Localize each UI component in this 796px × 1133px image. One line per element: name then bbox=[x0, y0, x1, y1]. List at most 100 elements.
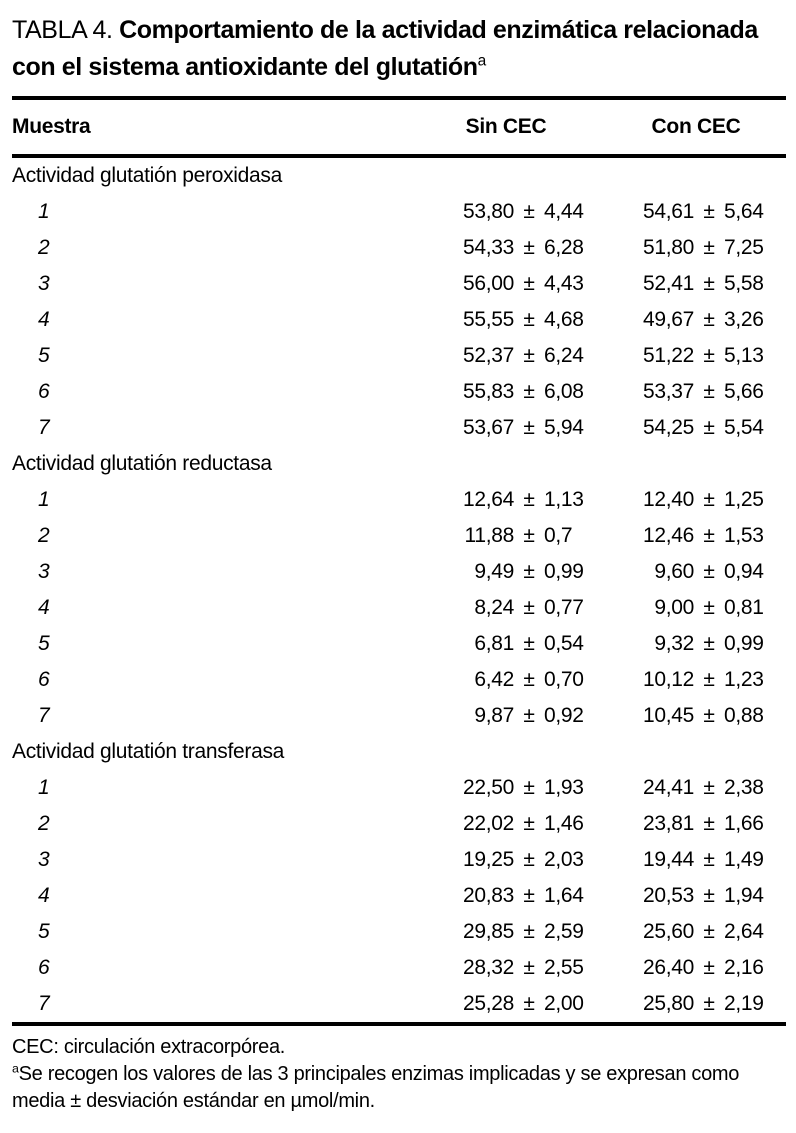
table-body: Actividad glutatión peroxidasa 1 53,80 ±4,4… bbox=[12, 158, 786, 1022]
sample-number: 1 bbox=[38, 200, 50, 223]
value-cell: 12,40 ±1,25 bbox=[606, 488, 786, 512]
value-part: 3,26 bbox=[724, 308, 764, 331]
value-part: ± bbox=[703, 704, 715, 727]
measurement-value: 12,64 ±1,13 bbox=[452, 488, 606, 512]
sample-number: 2 bbox=[38, 236, 50, 259]
sample-number: 5 bbox=[38, 920, 50, 943]
table-row: 5 52,37 ±6,24 51,22 ±5,13 bbox=[12, 338, 786, 374]
value-part: 54,25 bbox=[642, 416, 694, 439]
value-part: 6,08 bbox=[544, 380, 584, 403]
sample-number: 7 bbox=[38, 992, 50, 1015]
measurement-value: 29,85 ±2,59 bbox=[452, 920, 606, 944]
table-row: 2 54,33 ±6,28 51,80 ±7,25 bbox=[12, 230, 786, 266]
value-part: ± bbox=[523, 380, 535, 403]
value-part: 54,61 bbox=[642, 200, 694, 223]
table-row: 4 20,83 ±1,64 20,53 ±1,94 bbox=[12, 878, 786, 914]
value-part: ± bbox=[523, 704, 535, 727]
measurement-value: 53,67 ±5,94 bbox=[452, 416, 606, 440]
sample-number: 4 bbox=[38, 596, 50, 619]
value-part: ± bbox=[703, 272, 715, 295]
measurement-value: 25,60 ±2,64 bbox=[632, 920, 786, 944]
value-cell: 22,50 ±1,93 bbox=[406, 776, 606, 800]
value-cell: 24,41 ±2,38 bbox=[606, 776, 786, 800]
measurement-value: 6,42 ±0,70 bbox=[452, 668, 606, 692]
value-part: ± bbox=[703, 524, 715, 547]
table-row: 7 25,28 ±2,00 25,80 ±2,19 bbox=[12, 986, 786, 1022]
value-part: ± bbox=[703, 344, 715, 367]
table-row: 7 9,87 ±0,92 10,45 ±0,88 bbox=[12, 698, 786, 734]
measurement-value: 20,83 ±1,64 bbox=[452, 884, 606, 908]
sample-number: 7 bbox=[38, 704, 50, 727]
measurement-value: 26,40 ±2,16 bbox=[632, 956, 786, 980]
value-cell: 53,67 ±5,94 bbox=[406, 416, 606, 440]
value-part: 52,41 bbox=[642, 272, 694, 295]
value-cell: 25,80 ±2,19 bbox=[606, 992, 786, 1016]
value-cell: 28,32 ±2,55 bbox=[406, 956, 606, 980]
value-part: 1,66 bbox=[724, 812, 764, 835]
value-cell: 53,37 ±5,66 bbox=[606, 380, 786, 404]
value-part: ± bbox=[703, 992, 715, 1015]
value-part: 1,25 bbox=[724, 488, 764, 511]
value-cell: 12,46 ±1,53 bbox=[606, 524, 786, 548]
value-cell: 49,67 ±3,26 bbox=[606, 308, 786, 332]
column-header-con-cec: Con CEC bbox=[651, 115, 741, 138]
value-part: 4,68 bbox=[544, 308, 584, 331]
table-row: 6 55,83 ±6,08 53,37 ±5,66 bbox=[12, 374, 786, 410]
measurement-value: 12,40 ±1,25 bbox=[632, 488, 786, 512]
value-part: ± bbox=[703, 956, 715, 979]
table-row: 2 11,88 ±0,7 12,46 ±1,53 bbox=[12, 518, 786, 554]
measurement-value: 23,81 ±1,66 bbox=[632, 812, 786, 836]
value-part: 10,12 bbox=[642, 668, 694, 691]
value-part: 28,32 bbox=[462, 956, 514, 979]
value-part: 54,33 bbox=[462, 236, 514, 259]
value-cell: 54,25 ±5,54 bbox=[606, 416, 786, 440]
sample-number: 4 bbox=[38, 308, 50, 331]
table-row: 1 53,80 ±4,44 54,61 ±5,64 bbox=[12, 194, 786, 230]
value-cell: 51,80 ±7,25 bbox=[606, 236, 786, 260]
value-part: 1,23 bbox=[724, 668, 764, 691]
value-part: ± bbox=[703, 416, 715, 439]
value-part: 2,55 bbox=[544, 956, 584, 979]
value-part: 29,85 bbox=[462, 920, 514, 943]
value-cell: 25,60 ±2,64 bbox=[606, 920, 786, 944]
value-part: ± bbox=[523, 632, 535, 655]
value-part: 19,44 bbox=[642, 848, 694, 871]
sample-number: 5 bbox=[38, 632, 50, 655]
value-part: 7,25 bbox=[724, 236, 764, 259]
value-cell: 51,22 ±5,13 bbox=[606, 344, 786, 368]
value-part: 26,40 bbox=[642, 956, 694, 979]
value-part: 0,7 bbox=[544, 524, 573, 547]
value-part: ± bbox=[703, 380, 715, 403]
value-cell: 55,55 ±4,68 bbox=[406, 308, 606, 332]
value-part: ± bbox=[703, 560, 715, 583]
value-part: 25,80 bbox=[642, 992, 694, 1015]
sample-number: 3 bbox=[38, 560, 50, 583]
value-cell: 19,25 ±2,03 bbox=[406, 848, 606, 872]
value-part: 2,38 bbox=[724, 776, 764, 799]
value-cell: 52,41 ±5,58 bbox=[606, 272, 786, 296]
table-row: 5 29,85 ±2,59 25,60 ±2,64 bbox=[12, 914, 786, 950]
value-cell: 56,00 ±4,43 bbox=[406, 272, 606, 296]
value-part: 1,64 bbox=[544, 884, 584, 907]
value-part: ± bbox=[523, 992, 535, 1015]
measurement-value: 28,32 ±2,55 bbox=[452, 956, 606, 980]
value-part: 2,03 bbox=[544, 848, 584, 871]
measurement-value: 9,49 ±0,99 bbox=[452, 560, 606, 584]
measurement-value: 19,44 ±1,49 bbox=[632, 848, 786, 872]
value-part: ± bbox=[523, 524, 535, 547]
section-header-row: Actividad glutatión reductasa bbox=[12, 446, 786, 482]
column-header-muestra: Muestra bbox=[12, 115, 91, 138]
section-label: Actividad glutatión reductasa bbox=[12, 452, 272, 475]
sample-number: 2 bbox=[38, 524, 50, 547]
rule-bottom bbox=[12, 1022, 786, 1026]
value-part: ± bbox=[523, 812, 535, 835]
value-cell: 54,33 ±6,28 bbox=[406, 236, 606, 260]
sample-number: 1 bbox=[38, 776, 50, 799]
value-part: 24,41 bbox=[642, 776, 694, 799]
measurement-value: 25,28 ±2,00 bbox=[452, 992, 606, 1016]
value-part: 23,81 bbox=[642, 812, 694, 835]
measurement-value: 11,88 ±0,7 bbox=[452, 524, 606, 548]
measurement-value: 54,61 ±5,64 bbox=[632, 200, 786, 224]
measurement-value: 56,00 ±4,43 bbox=[452, 272, 606, 296]
value-cell: 19,44 ±1,49 bbox=[606, 848, 786, 872]
